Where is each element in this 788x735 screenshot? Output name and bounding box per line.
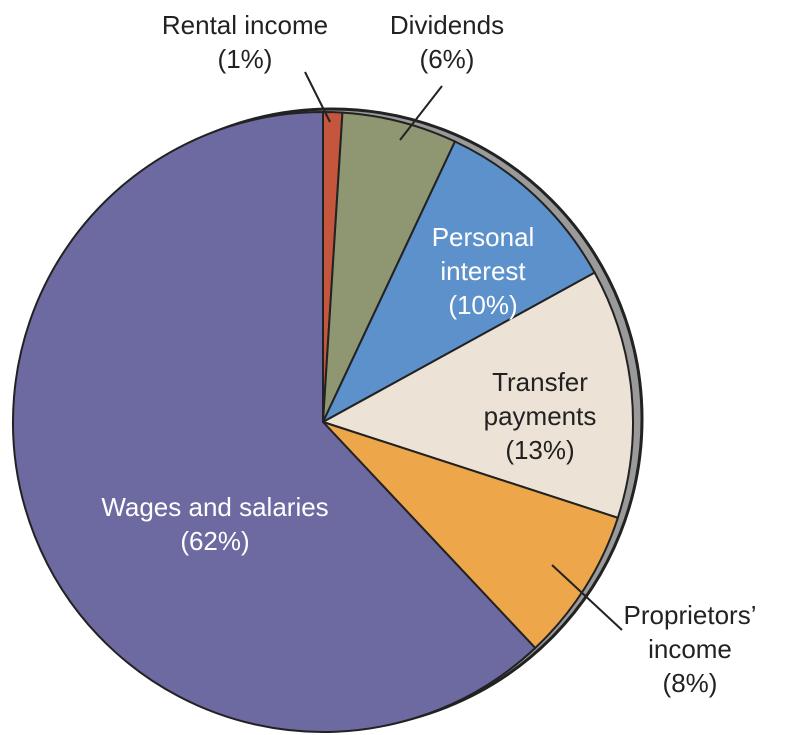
- slice-name: Personal interest: [431, 222, 535, 286]
- slice-value: (6%): [419, 44, 475, 74]
- slice-name: Proprietors’ income: [623, 600, 757, 664]
- slice-value: (62%): [180, 526, 250, 556]
- slice-value: (10%): [448, 290, 518, 320]
- slice-label: Wages and salaries (62%): [45, 490, 385, 558]
- leader-line: [551, 564, 623, 631]
- slice-value: (1%): [217, 44, 273, 74]
- slice-name: Transfer payments: [483, 367, 597, 431]
- pie-slice: [12, 110, 537, 733]
- slice-name: Wages and salaries: [101, 492, 329, 522]
- slice-value: (8%): [662, 668, 718, 698]
- slice-name: Dividends: [389, 10, 505, 40]
- slice-label: Transfer payments (13%): [455, 365, 625, 467]
- leader-line: [304, 71, 331, 123]
- slice-label: Dividends (6%): [347, 8, 547, 76]
- slice-label: Personal interest (10%): [398, 220, 568, 322]
- slice-label: Proprietors’ income (8%): [605, 598, 775, 700]
- slice-label: Rental income (1%): [125, 8, 365, 76]
- slice-value: (13%): [505, 435, 575, 465]
- pie-slice: [320, 271, 634, 520]
- pie-slice: [322, 421, 620, 650]
- slice-name: Rental income: [161, 10, 329, 40]
- pie-slice: [320, 140, 597, 425]
- leader-line: [399, 85, 443, 141]
